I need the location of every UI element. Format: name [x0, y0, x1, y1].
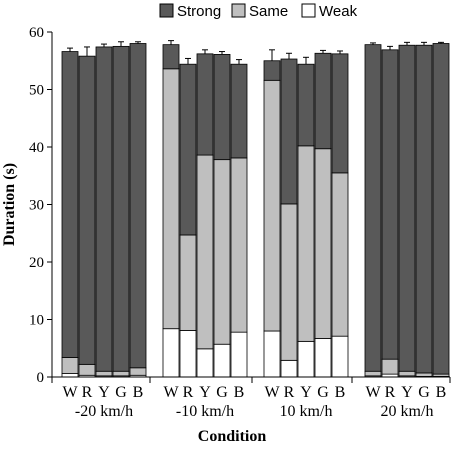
- bar-g3-b-strong-segment: [331, 53, 349, 174]
- bar-g2-r-strong-segment: [179, 63, 197, 236]
- bar-g1-w-same-segment: [61, 357, 79, 374]
- bar-g4-g-same-segment: [415, 372, 433, 377]
- bar-g3-y-weak-segment: [297, 340, 315, 378]
- y-tick-label-0: 0: [37, 370, 45, 386]
- bar-g3-r-label: R: [284, 384, 295, 401]
- group-label-3: 10 km/h: [280, 403, 333, 420]
- y-tick-label-10: 10: [29, 313, 44, 329]
- bar-g1-b-strong-segment: [129, 43, 147, 369]
- bar-g2-b-same-segment: [230, 157, 248, 333]
- bar-g4-y-strong-segment: [398, 44, 416, 372]
- bar-g3-g-strong-segment: [314, 52, 332, 150]
- bar-g1-y-label: Y: [98, 384, 110, 401]
- bar-g1-r-strong-segment: [78, 55, 96, 365]
- bar-g3-g-same-segment: [314, 148, 332, 339]
- y-tick-label-50: 50: [29, 83, 44, 99]
- bar-g4-w-strong-segment: [364, 44, 382, 372]
- bar-g3-g-label: G: [317, 384, 329, 401]
- bar-g1-y-same-segment: [95, 370, 113, 377]
- bar-g3-b-same-segment: [331, 172, 349, 337]
- bar-g3-w-weak-segment: [263, 330, 281, 378]
- y-tick-label-40: 40: [29, 140, 44, 156]
- bar-g3-g-weak-segment: [314, 338, 332, 378]
- bar-g3-b-weak-segment: [331, 335, 349, 378]
- bar-g4-b-label: B: [436, 384, 447, 401]
- bar-g4-w-label: W: [365, 384, 381, 401]
- bar-g2-r-weak-segment: [179, 330, 197, 378]
- bar-g3-w-strong-segment: [263, 60, 281, 81]
- bar-g3-w-label: W: [264, 384, 280, 401]
- bar-g1-y-strong-segment: [95, 46, 113, 372]
- bar-g2-b-strong-segment: [230, 63, 248, 159]
- group-label-2: -10 km/h: [176, 403, 234, 420]
- bar-g3-b-label: B: [335, 384, 346, 401]
- bar-g2-r-same-segment: [179, 234, 197, 331]
- bar-g3-r-same-segment: [280, 203, 298, 361]
- bar-g3-r-weak-segment: [280, 359, 298, 378]
- bar-g1-b-same-segment: [129, 367, 147, 376]
- bar-g2-b-label: B: [234, 384, 245, 401]
- bar-g1-r-label: R: [82, 384, 93, 401]
- bar-g4-w-same-segment: [364, 370, 382, 377]
- bar-g4-y-label: Y: [401, 384, 413, 401]
- bar-g1-w-weak-segment: [61, 373, 79, 378]
- bar-g2-g-strong-segment: [213, 54, 231, 161]
- y-tick-label-20: 20: [29, 255, 44, 271]
- bar-g2-g-same-segment: [213, 159, 231, 345]
- x-axis-title: Condition: [198, 428, 267, 445]
- legend-label-weak: Weak: [319, 3, 358, 20]
- legend-swatch-strong: [159, 3, 174, 18]
- bar-g2-y-same-segment: [196, 154, 214, 350]
- bar-g2-g-weak-segment: [213, 343, 231, 378]
- bar-g4-r-strong-segment: [381, 49, 399, 360]
- bar-g4-g-label: G: [418, 384, 430, 401]
- bar-g3-y-strong-segment: [297, 63, 315, 147]
- bar-g2-r-label: R: [183, 384, 194, 401]
- bar-g4-y-same-segment: [398, 370, 416, 377]
- bar-g2-w-label: W: [163, 384, 179, 401]
- bar-g1-g-label: G: [115, 384, 127, 401]
- y-tick-label-60: 60: [29, 25, 44, 41]
- bar-g2-y-weak-segment: [196, 348, 214, 378]
- bar-g2-w-same-segment: [162, 68, 180, 330]
- legend-swatch-weak: [301, 3, 316, 18]
- bar-g3-w-same-segment: [263, 79, 281, 332]
- bar-g4-r-same-segment: [381, 358, 399, 375]
- bar-g4-r-label: R: [385, 384, 396, 401]
- bar-g4-g-strong-segment: [415, 44, 433, 374]
- bar-g1-g-strong-segment: [112, 45, 130, 372]
- bar-g1-g-same-segment: [112, 370, 130, 377]
- bar-g4-b-strong-segment: [432, 43, 450, 375]
- group-label-4: 20 km/h: [381, 403, 434, 420]
- bar-g3-r-strong-segment: [280, 58, 298, 205]
- bar-g3-y-label: Y: [300, 384, 312, 401]
- y-tick-label-30: 30: [29, 198, 44, 214]
- bar-g1-r-same-segment: [78, 363, 96, 376]
- bar-g2-w-weak-segment: [162, 328, 180, 378]
- group-label-1: -20 km/h: [75, 403, 133, 420]
- legend-swatch-same: [231, 3, 246, 18]
- legend-label-same: Same: [249, 3, 288, 20]
- bar-g2-y-strong-segment: [196, 53, 214, 156]
- legend-label-strong: Strong: [177, 3, 221, 20]
- bar-g3-y-same-segment: [297, 145, 315, 342]
- bar-g1-w-strong-segment: [61, 51, 79, 358]
- bar-g1-b-label: B: [133, 384, 144, 401]
- bar-g2-y-label: Y: [199, 384, 211, 401]
- bar-g2-g-label: G: [216, 384, 228, 401]
- bar-g1-w-label: W: [62, 384, 78, 401]
- bar-g2-b-weak-segment: [230, 331, 248, 378]
- y-axis-title: Duration (s): [1, 163, 18, 246]
- bar-g2-w-strong-segment: [162, 44, 180, 70]
